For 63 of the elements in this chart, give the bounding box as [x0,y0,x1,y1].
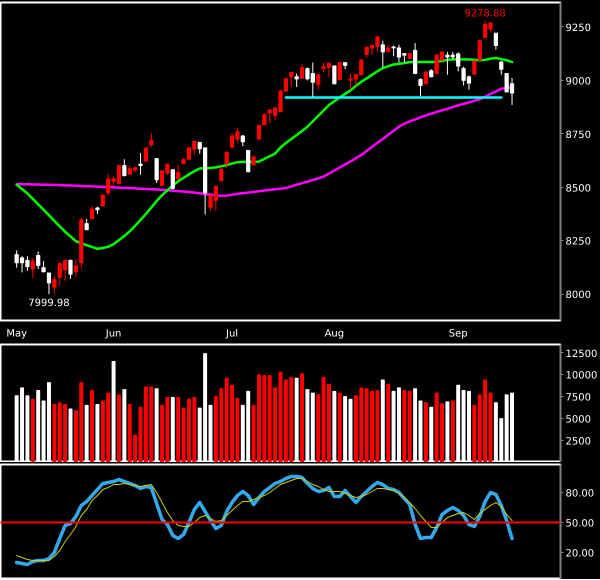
x-tick-label: Jul [225,328,238,340]
y-tick-label: 20.00 [566,548,594,560]
candlestick [46,272,52,295]
candlestick [149,132,154,148]
bar [30,398,35,462]
y-tick-label: 5000 [566,414,591,426]
candlestick [338,61,342,80]
candlestick [122,158,126,178]
candlestick [289,72,294,87]
annotation: 9278.88 [464,8,506,20]
candlestick [68,259,73,280]
y-tick-label: 10000 [566,370,598,382]
y-tick-label: 8750 [566,130,591,141]
x-tick-label: Aug [324,328,344,340]
y-tick-label: 9000 [566,76,591,88]
candlestick [90,205,94,220]
candlestick [176,164,180,180]
candlestick [499,60,504,76]
candlestick [418,78,423,97]
candlestick [30,257,35,279]
candlestick [300,64,304,80]
y-tick-label: 7500 [566,392,591,404]
candlestick [240,134,245,147]
candlestick [74,259,78,278]
candlestick [154,157,159,184]
x-tick-label: Jun [104,328,122,340]
candlestick [144,146,148,162]
x-tick-label: Sep [448,328,468,340]
candlestick [36,250,40,270]
y-tick-label: 80.00 [566,488,594,500]
candlestick [224,151,229,169]
bar [424,402,428,462]
bar [386,384,390,462]
y-tick-label: 8500 [566,183,591,194]
bar [116,394,121,462]
x-tick-label: May [6,328,28,340]
y-tick-label: 12500 [566,348,598,360]
candlestick [413,42,418,75]
y-tick-label: 8250 [566,236,591,248]
candlestick [219,166,224,182]
candlestick [84,218,89,231]
y-tick-label: 2500 [566,436,591,448]
bar [450,400,455,462]
candlestick [494,32,498,50]
candlestick [41,260,46,273]
candlestick [170,168,175,190]
annotation: 7999.98 [28,298,70,310]
y-tick-label: 8000 [566,290,591,302]
candlestick [316,74,320,90]
bar [300,373,304,462]
candlestick [380,40,385,68]
candlestick [332,66,336,85]
candlestick [251,154,256,166]
bar [90,390,94,462]
y-tick-label: 50.00 [566,518,594,530]
candlestick [52,275,56,294]
candlestick [478,39,482,62]
candlestick [294,73,299,88]
y-tick-label: 9250 [566,22,591,34]
candlestick [246,149,250,174]
candlestick [472,58,476,76]
candlestick [424,70,428,84]
candlestick [138,152,143,176]
